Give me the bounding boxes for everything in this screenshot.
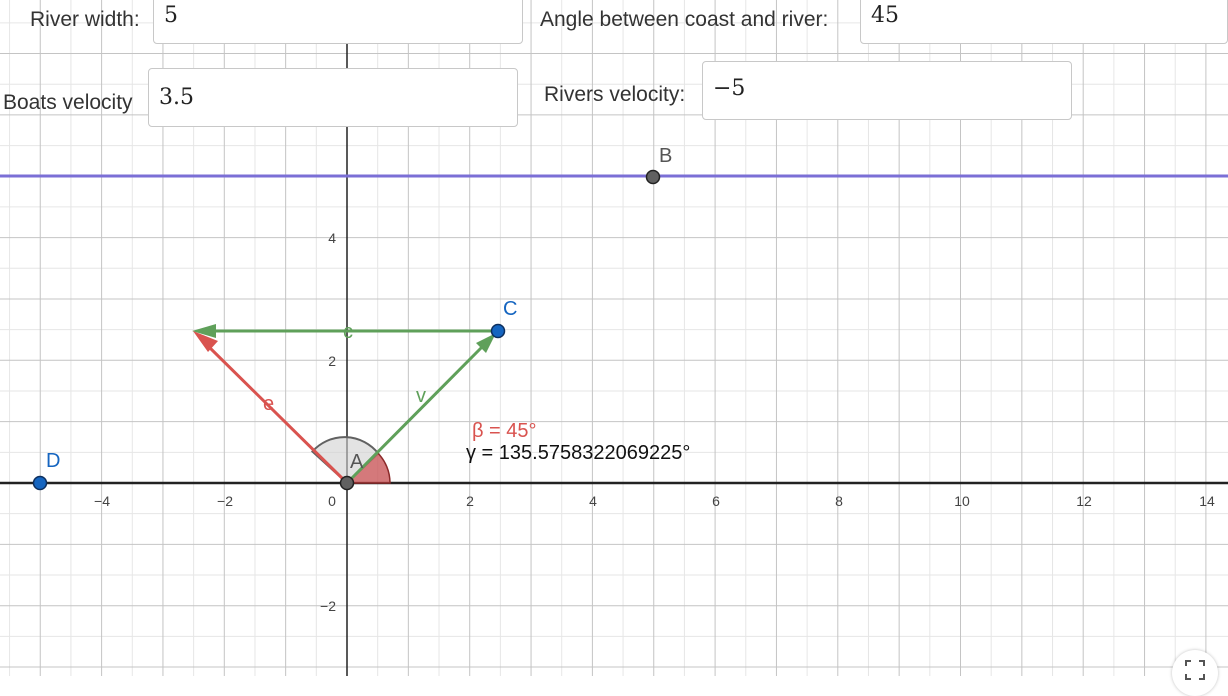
x-tick-label: 0 bbox=[328, 493, 336, 509]
y-tick-label: 4 bbox=[328, 230, 336, 246]
x-tick-label: 8 bbox=[835, 493, 843, 509]
river-width-input[interactable]: 5 bbox=[153, 0, 523, 44]
beta-angle-label: β = 45° bbox=[472, 420, 537, 442]
x-tick-label: 4 bbox=[589, 493, 597, 509]
point-b-label: B bbox=[659, 145, 672, 167]
point-d[interactable] bbox=[32, 475, 48, 491]
gamma-angle-label: γ = 135.5758322069225° bbox=[466, 442, 690, 464]
y-tick-label: −2 bbox=[320, 598, 336, 614]
vector-v-label: v bbox=[416, 385, 426, 407]
y-tick-label: 2 bbox=[328, 353, 336, 369]
x-tick-labels: −4 −2 0 2 4 6 8 10 12 14 bbox=[94, 493, 1215, 509]
boats-velocity-label: Boats velocity bbox=[3, 91, 133, 114]
vector-e[interactable] bbox=[205, 343, 349, 485]
vector-v-arrowhead bbox=[476, 333, 496, 353]
x-tick-label: 12 bbox=[1076, 493, 1092, 509]
vector-e-label: e bbox=[263, 393, 274, 415]
angle-input[interactable]: 45 bbox=[860, 0, 1228, 44]
point-b[interactable] bbox=[645, 169, 661, 185]
y-tick-labels: 4 2 −2 bbox=[320, 230, 336, 614]
vector-c-arrowhead bbox=[192, 324, 216, 338]
rivers-velocity-label: Rivers velocity: bbox=[544, 83, 686, 106]
gamma-angle-sector[interactable] bbox=[310, 436, 380, 485]
boats-velocity-input[interactable]: 3.5 bbox=[148, 68, 518, 127]
fullscreen-icon bbox=[1185, 660, 1205, 680]
vector-e-arrowhead bbox=[193, 331, 218, 352]
x-tick-label: 2 bbox=[466, 493, 474, 509]
point-c[interactable] bbox=[490, 323, 506, 339]
point-d-label: D bbox=[46, 450, 60, 472]
point-a-label: A bbox=[350, 451, 364, 473]
point-c-label: C bbox=[503, 298, 517, 320]
rivers-velocity-input[interactable]: −5 bbox=[702, 61, 1072, 120]
angle-label: Angle between coast and river: bbox=[540, 8, 829, 31]
vector-v[interactable] bbox=[345, 343, 486, 485]
river-width-label: River width: bbox=[30, 8, 140, 31]
x-tick-label: −2 bbox=[217, 493, 233, 509]
x-tick-label: −4 bbox=[94, 493, 110, 509]
x-tick-label: 10 bbox=[954, 493, 970, 509]
fullscreen-button[interactable] bbox=[1172, 650, 1218, 696]
point-a[interactable] bbox=[339, 475, 355, 491]
vector-c-label: c bbox=[343, 321, 353, 343]
x-tick-label: 6 bbox=[712, 493, 720, 509]
x-tick-label: 14 bbox=[1199, 493, 1215, 509]
